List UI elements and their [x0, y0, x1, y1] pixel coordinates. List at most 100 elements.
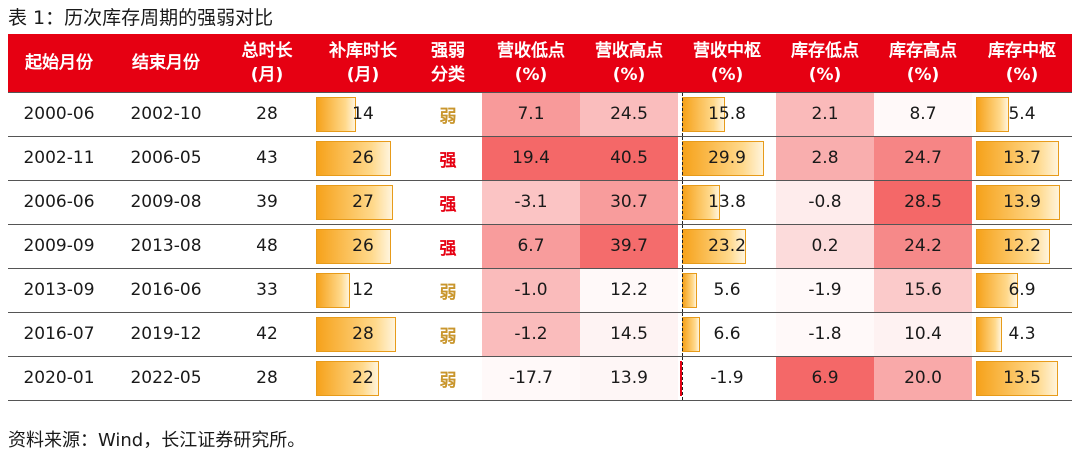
- header-revenue-high: 营收高点 (%): [580, 34, 678, 92]
- cell-total: 33: [222, 268, 312, 313]
- value-bar: [316, 316, 397, 352]
- cell-start: 2002-11: [8, 136, 110, 181]
- cell-restock: 27: [312, 180, 414, 225]
- header-start-month: 起始月份: [8, 34, 110, 92]
- header-unit: 分类: [431, 64, 465, 85]
- cell-value: 24.5: [610, 104, 648, 124]
- cell-class: 弱: [414, 356, 482, 401]
- cell-value: 强: [439, 150, 457, 171]
- cell-value: -1.8: [808, 324, 842, 344]
- cell-value: 2016-07: [23, 324, 95, 344]
- cell-inv-mid: 13.5: [972, 356, 1072, 401]
- cell-value: 14.5: [610, 324, 648, 344]
- cell-total: 28: [222, 91, 312, 137]
- cell-total: 28: [222, 356, 312, 401]
- cell-value: 0.2: [811, 236, 839, 256]
- cell-value: -1.0: [514, 280, 548, 300]
- cell-inv-mid: 13.9: [972, 180, 1072, 225]
- cell-restock: 26: [312, 136, 414, 181]
- table-row: 2002-11 2006-05 43 26 强 19.4 40.5 29.9 2.8 24.7 13…: [8, 136, 1072, 181]
- cell-inv-high: 24.2: [874, 224, 972, 269]
- cell-rev-mid: 23.2: [678, 224, 776, 269]
- cell-value: 13.9: [1003, 192, 1041, 212]
- table-row: 2013-09 2016-06 33 12 弱 -1.0 12.2 5.6 -1.9 15.6 6.…: [8, 268, 1072, 313]
- cell-class: 强: [414, 180, 482, 225]
- zero-axis-line: [682, 268, 683, 312]
- zero-axis-line: [682, 312, 683, 356]
- cell-value: 2009-09: [23, 236, 95, 256]
- cell-inv-high: 20.0: [874, 356, 972, 401]
- cell-value: 2013-09: [23, 280, 95, 300]
- cell-inv-mid: 4.3: [972, 312, 1072, 357]
- cell-end: 2019-12: [110, 312, 222, 357]
- zero-axis-line: [682, 356, 683, 400]
- cell-rev-low: -17.7: [482, 356, 580, 401]
- cell-value: 29.9: [708, 148, 746, 168]
- cell-value: 弱: [439, 326, 457, 347]
- table-row: 2000-06 2002-10 28 14 弱 7.1 24.5 15.8 2.1 8.7 5.4: [8, 91, 1072, 137]
- cell-rev-mid: 29.9: [678, 136, 776, 181]
- cell-value: 42: [256, 324, 278, 344]
- cell-inv-high: 28.5: [874, 180, 972, 225]
- header-inventory-mid: 库存中枢 (%): [972, 34, 1072, 92]
- cell-end: 2016-06: [110, 268, 222, 313]
- value-bar: [682, 316, 701, 352]
- cell-value: 弱: [439, 282, 457, 303]
- cell-value: -1.9: [808, 280, 842, 300]
- cell-rev-high: 40.5: [580, 136, 678, 181]
- cell-value: 48: [256, 236, 278, 256]
- header-end-month: 结束月份: [110, 34, 222, 92]
- cell-value: 15.6: [904, 280, 942, 300]
- cell-value: 2022-05: [130, 368, 202, 388]
- table-row: 2006-06 2009-08 39 27 强 -3.1 30.7 13.8 -0.8 28.5 1…: [8, 180, 1072, 225]
- value-bar: [976, 228, 1050, 264]
- table-row: 2009-09 2013-08 48 26 强 6.7 39.7 23.2 0.2 24.2 12.…: [8, 224, 1072, 269]
- cell-rev-high: 24.5: [580, 91, 678, 137]
- cell-value: 19.4: [512, 148, 550, 168]
- cell-value: 30.7: [610, 192, 648, 212]
- header-unit: (月): [250, 64, 284, 85]
- cell-value: 2002-10: [130, 104, 202, 124]
- cell-value: 2.8: [811, 148, 839, 168]
- cell-value: 2.1: [811, 104, 839, 124]
- cell-value: 28: [352, 324, 374, 344]
- header-unit: (%): [1005, 64, 1039, 85]
- cell-inv-low: -1.9: [776, 268, 874, 313]
- cell-value: 27: [352, 192, 374, 212]
- cell-value: 弱: [439, 106, 457, 127]
- cell-restock: 28: [312, 312, 414, 357]
- cell-class: 弱: [414, 312, 482, 357]
- cell-rev-mid: 6.6: [678, 312, 776, 357]
- cell-inv-low: 0.2: [776, 224, 874, 269]
- value-bar: [316, 184, 394, 220]
- header-revenue-low: 营收低点 (%): [482, 34, 580, 92]
- cell-value: 6.9: [811, 368, 839, 388]
- cell-start: 2009-09: [8, 224, 110, 269]
- cell-value: 2016-06: [130, 280, 202, 300]
- table-body: 2000-06 2002-10 28 14 弱 7.1 24.5 15.8 2.1 8.7 5.4 2…: [8, 91, 1072, 401]
- header-total-duration: 总时长 (月): [222, 34, 312, 92]
- table-row: 2016-07 2019-12 42 28 弱 -1.2 14.5 6.6 -1.8 10.4 4.…: [8, 312, 1072, 357]
- cell-inv-high: 15.6: [874, 268, 972, 313]
- negative-value-bar: [680, 360, 682, 396]
- cell-start: 2006-06: [8, 180, 110, 225]
- zero-axis-line: [682, 92, 683, 136]
- cell-rev-low: 7.1: [482, 91, 580, 137]
- value-bar: [316, 96, 357, 132]
- header-label: 库存高点: [889, 40, 957, 61]
- header-label: 总时长: [241, 40, 293, 61]
- cell-value: 22: [352, 368, 374, 388]
- header-inventory-low: 库存低点 (%): [776, 34, 874, 92]
- cell-value: 43: [256, 148, 278, 168]
- zero-axis-line: [682, 180, 683, 224]
- header-label: 起始月份: [25, 52, 93, 73]
- cell-value: 10.4: [904, 324, 942, 344]
- cell-value: 2006-06: [23, 192, 95, 212]
- cell-value: 12.2: [1003, 236, 1041, 256]
- header-label: 库存中枢: [988, 40, 1056, 61]
- header-label: 补库时长: [329, 40, 397, 61]
- cell-inv-mid: 12.2: [972, 224, 1072, 269]
- cell-value: 强: [439, 238, 457, 259]
- cell-inv-low: -1.8: [776, 312, 874, 357]
- cell-value: 28: [256, 368, 278, 388]
